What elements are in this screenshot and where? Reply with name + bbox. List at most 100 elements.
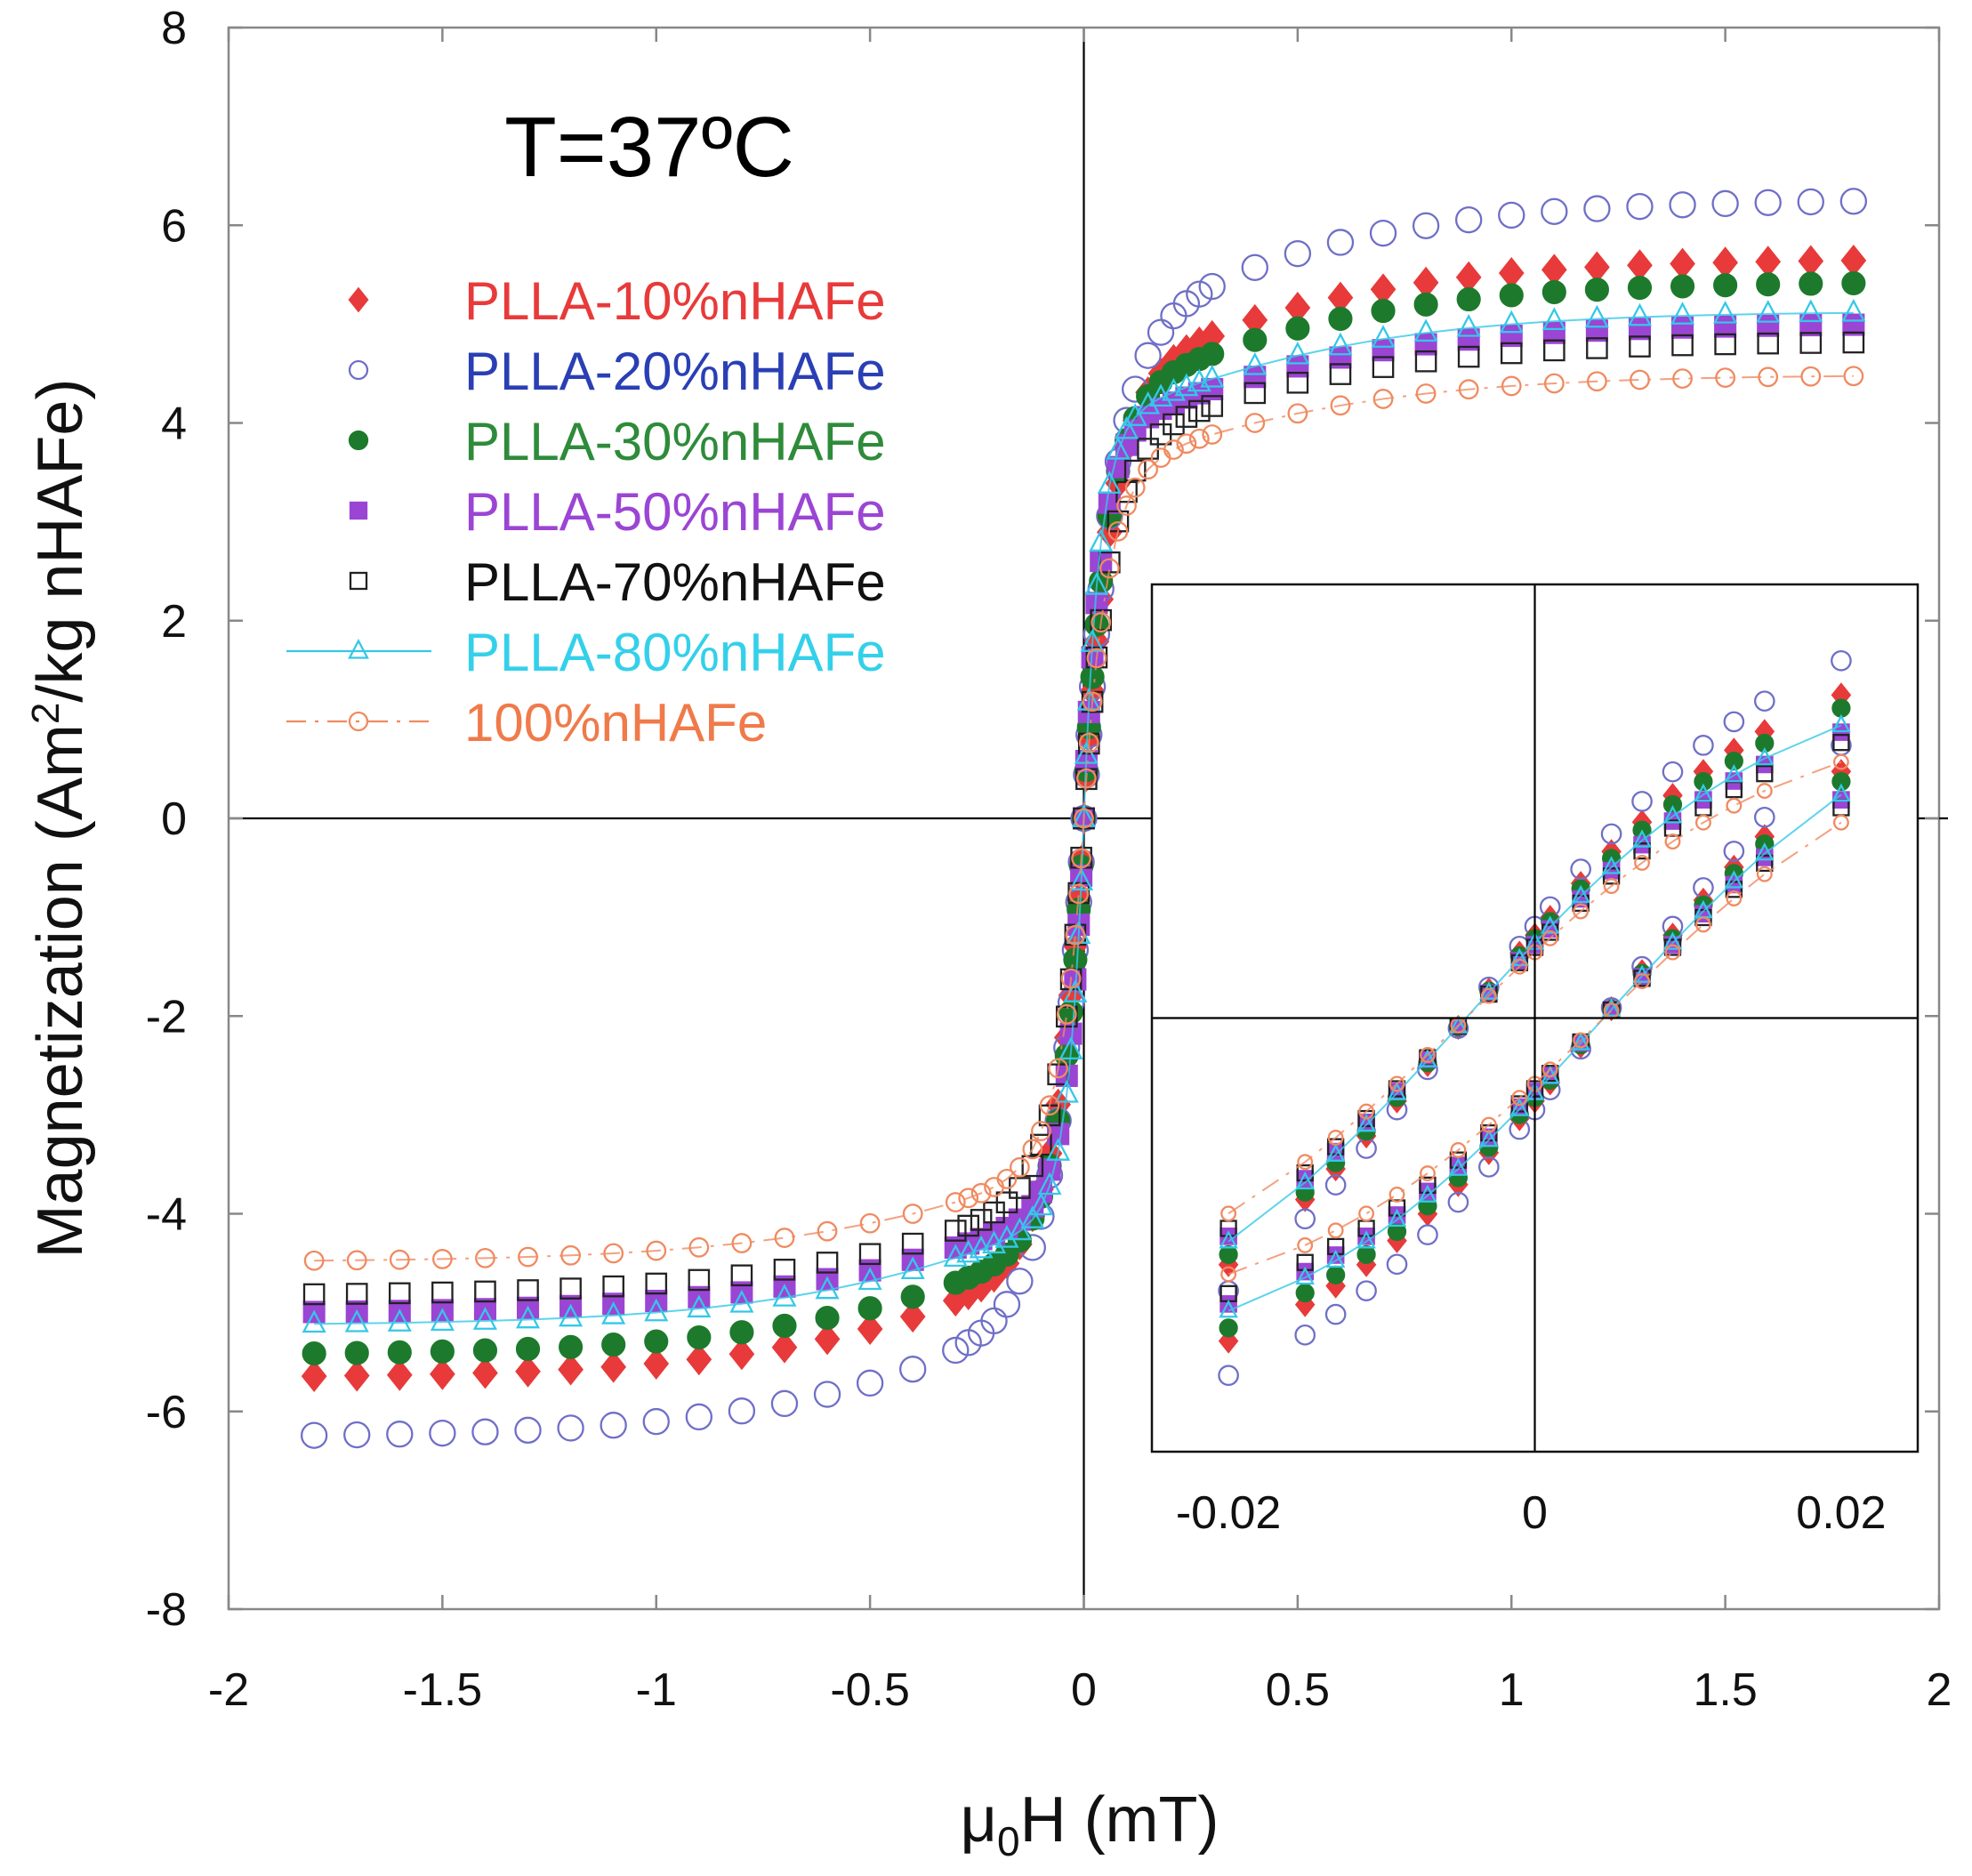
data-point: [1456, 286, 1481, 312]
inset-data-point: [1449, 1151, 1468, 1169]
inset-data-point: [1356, 1113, 1376, 1132]
legend-marker: [349, 571, 368, 591]
inset-data-point: [1295, 1283, 1315, 1303]
data-point: [1415, 383, 1437, 404]
inset-data-point: [1326, 1265, 1346, 1284]
x-tick-label: -0.5: [830, 1664, 910, 1716]
inset-plot: -0.02 0 0.02: [1150, 583, 1920, 1539]
inset-x-tick-label: 0.02: [1796, 1487, 1886, 1539]
inset-data-point: [1724, 763, 1744, 783]
data-point: [429, 1419, 456, 1447]
data-point: [471, 1418, 499, 1445]
data-point: [1458, 379, 1479, 400]
data-point: [1715, 367, 1736, 388]
data-point: [1058, 1000, 1083, 1025]
inset-data-point: [1831, 783, 1851, 802]
data-point: [1091, 612, 1112, 633]
inset-data-point: [1756, 866, 1773, 882]
inset-data-point: [1664, 944, 1681, 961]
inset-data-point: [1220, 1205, 1237, 1222]
legend-label: PLLA-80%nHAFe: [464, 623, 886, 682]
data-point: [1287, 403, 1308, 424]
inset-data-point: [1387, 1208, 1407, 1228]
inset-data-point: [1388, 1199, 1406, 1217]
data-point: [1541, 279, 1566, 304]
data-point: [302, 1309, 326, 1333]
data-point: [1583, 195, 1611, 222]
data-point: [472, 1338, 498, 1363]
data-point: [1669, 191, 1696, 219]
data-point: [859, 1212, 881, 1234]
data-point: [431, 1249, 453, 1269]
x-axis-label: μ0H (mT): [961, 1784, 1219, 1864]
data-point: [1456, 313, 1481, 337]
y-axis-label: Magnetization (Am2/kg nHAFe): [24, 379, 96, 1259]
data-point: [944, 1220, 967, 1242]
inset-data-point: [1450, 1141, 1467, 1158]
inset-data-point: [1573, 903, 1590, 920]
data-point: [1543, 339, 1566, 362]
inset-data-point: [1296, 1163, 1314, 1182]
data-point: [1670, 274, 1695, 299]
inset-data-point: [1633, 970, 1651, 987]
data-point: [1198, 272, 1226, 301]
inset-data-point: [1756, 783, 1773, 800]
data-point: [1372, 356, 1395, 378]
data-point: [1756, 272, 1781, 297]
data-point: [1115, 415, 1139, 439]
data-point: [1006, 1268, 1034, 1295]
data-point: [687, 1324, 712, 1350]
data-point: [430, 1308, 455, 1332]
data-point: [601, 1333, 626, 1357]
inset-data-point: [1325, 1143, 1346, 1162]
data-point: [996, 1169, 1018, 1189]
data-point: [1800, 366, 1822, 387]
y-axis-label-prefix: Magnetization (Am: [25, 724, 96, 1258]
y-axis-label-superscript: 2: [24, 703, 68, 724]
data-point: [1086, 648, 1107, 669]
data-point: [958, 1188, 979, 1209]
data-point: [1030, 1133, 1052, 1156]
inset-data-point: [1831, 713, 1851, 733]
legend-marker: [348, 711, 369, 732]
data-point: [1097, 471, 1122, 494]
data-point: [816, 1252, 839, 1274]
inset-data-point: [1664, 833, 1681, 850]
data-point: [430, 1357, 455, 1390]
data-point: [557, 1414, 584, 1442]
data-point: [857, 1267, 882, 1291]
data-point: [1123, 403, 1147, 426]
series-100%nHAFe: [303, 366, 1864, 1271]
inset-data-point: [1724, 870, 1744, 889]
data-point: [1369, 219, 1397, 247]
data-point: [1286, 371, 1309, 394]
data-point: [1090, 608, 1113, 632]
inset-data-point: [1694, 771, 1713, 792]
data-point: [1037, 1171, 1062, 1196]
inset-data-point: [1387, 1082, 1407, 1100]
data-point: [1839, 188, 1868, 215]
inset-data-point: [1663, 819, 1682, 837]
data-point: [1330, 395, 1351, 416]
legend-marker: [348, 639, 369, 659]
x-tick-label: -2: [208, 1664, 249, 1716]
data-point: [900, 1284, 925, 1309]
inset-data-point: [1694, 783, 1713, 802]
data-point: [1500, 342, 1523, 365]
data-point: [472, 1307, 497, 1330]
inset-data-point: [1478, 1156, 1500, 1178]
series-line: [314, 374, 1854, 1262]
inset-data-point: [1662, 931, 1683, 950]
data-point: [1031, 1121, 1051, 1141]
data-point: [1413, 292, 1438, 317]
data-point: [1201, 395, 1224, 417]
data-point: [1284, 239, 1312, 268]
x-tick-label: 1.5: [1693, 1664, 1757, 1716]
data-point: [1243, 327, 1268, 352]
main-data-series: [300, 188, 1868, 1449]
data-point: [1328, 306, 1353, 331]
inset-data-point: [1832, 734, 1850, 752]
inset-data-point: [1356, 1230, 1376, 1249]
data-point: [1799, 332, 1823, 354]
